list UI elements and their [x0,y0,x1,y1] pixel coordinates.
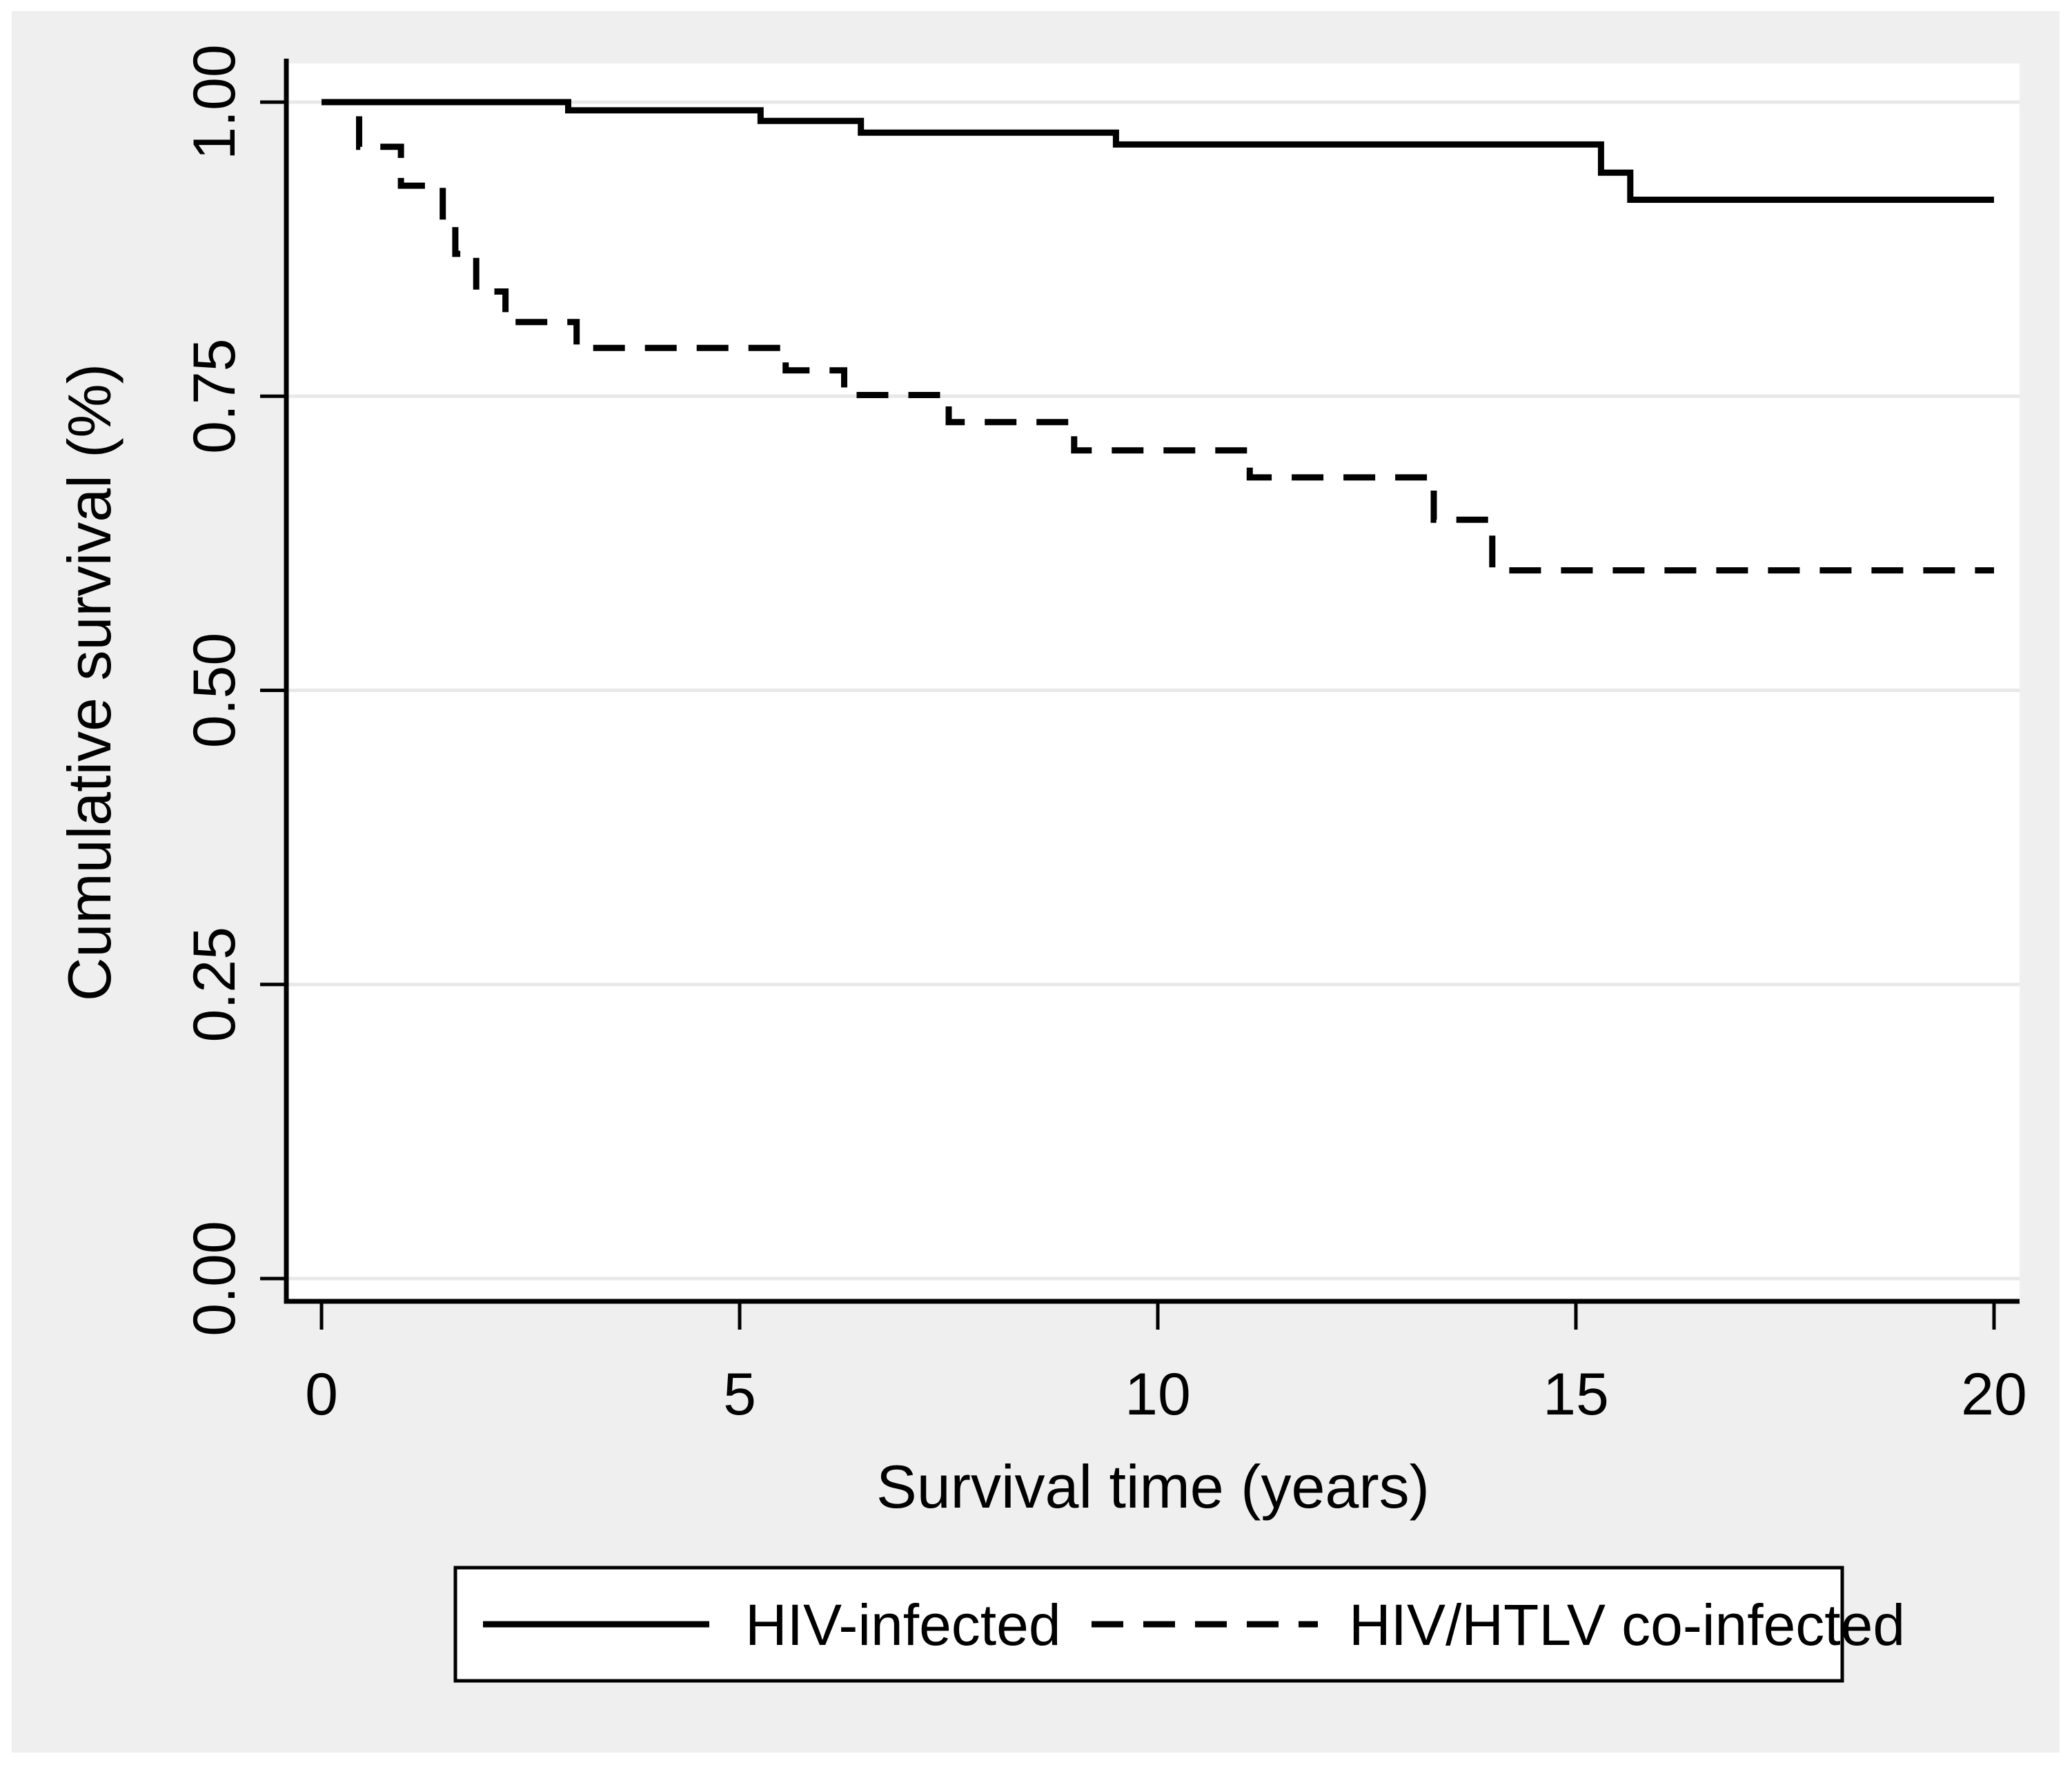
x-tick-label-5: 5 [723,1361,756,1428]
y-tick-label-0.50: 0.50 [181,633,248,748]
x-axis-title: Survival time (years) [876,1452,1430,1521]
y-tick-label-0.00: 0.00 [181,1221,248,1336]
y-tick-label-0.75: 0.75 [181,339,248,454]
plot-area [286,63,2020,1301]
legend-label-hiv-htlv-co-infected: HIV/HTLV co-infected [1349,1593,1905,1657]
x-tick-label-0: 0 [305,1361,338,1428]
x-tick-label-10: 10 [1125,1361,1191,1428]
legend: HIV-infected HIV/HTLV co-infected [453,1566,1905,1683]
y-axis-title: Cumulative survival (%) [55,364,124,1001]
x-tick-label-15: 15 [1543,1361,1609,1428]
x-tick-marks [319,1303,1996,1330]
y-tick-label-1.00: 1.00 [181,44,248,159]
y-tick-label-0.25: 0.25 [181,927,248,1042]
legend-label-hiv-infected: HIV-infected [745,1593,1061,1657]
y-tick-marks [260,100,284,1281]
gridlines [286,100,2020,1281]
hiv-infected-curve [322,99,1994,203]
x-tick-label-20: 20 [1961,1361,2027,1428]
